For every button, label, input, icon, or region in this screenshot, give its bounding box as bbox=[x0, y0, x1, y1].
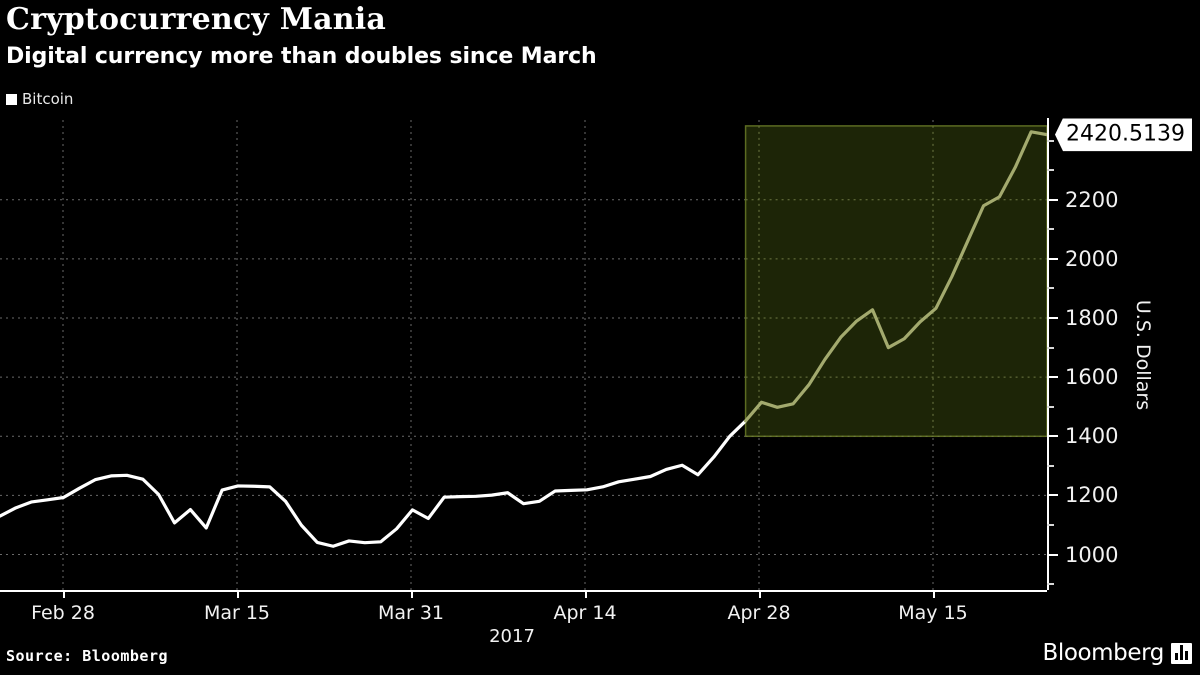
x-axis-title: 2017 bbox=[489, 626, 535, 647]
bloomberg-logo: Bloomberg bbox=[1042, 640, 1192, 666]
y-tick-minor-mark bbox=[1047, 346, 1054, 349]
bloomberg-wordmark: Bloomberg bbox=[1042, 640, 1164, 666]
chart-canvas bbox=[0, 120, 1047, 590]
x-axis-line bbox=[0, 590, 1047, 592]
y-tick-mark bbox=[1047, 435, 1058, 438]
y-axis-title: U.S. Dollars bbox=[1131, 299, 1154, 411]
y-tick-minor-mark bbox=[1047, 139, 1054, 142]
x-tick-mark bbox=[63, 590, 65, 598]
legend-item-bitcoin: Bitcoin bbox=[22, 90, 74, 108]
y-tick-minor-mark bbox=[1047, 169, 1054, 172]
highlight-gridlines bbox=[745, 125, 1047, 437]
x-tick-mark bbox=[237, 590, 239, 598]
x-tick-label: Mar 31 bbox=[377, 602, 445, 624]
y-tick-minor-mark bbox=[1047, 523, 1054, 526]
y-axis: 1000 1200 1400 1600 1800 2000 2200 2420.5139 U… bbox=[1047, 118, 1200, 590]
horizontal-gridlines bbox=[0, 199, 1047, 556]
y-tick-minor-mark bbox=[1047, 287, 1054, 290]
y-tick-minor-mark bbox=[1047, 464, 1054, 467]
y-tick-mark bbox=[1047, 553, 1058, 556]
y-axis-line bbox=[1047, 118, 1049, 590]
last-value-callout: 2420.5139 bbox=[1055, 118, 1192, 152]
x-tick-mark bbox=[411, 590, 413, 598]
x-tick-mark bbox=[759, 590, 761, 598]
y-tick-label: 1400 bbox=[1065, 424, 1119, 449]
page-subtitle: Digital currency more than doubles since… bbox=[6, 44, 597, 69]
y-tick-mark bbox=[1047, 257, 1058, 260]
y-tick-label: 2000 bbox=[1065, 246, 1119, 271]
x-tick-mark bbox=[933, 590, 935, 598]
y-tick-label: 1600 bbox=[1065, 365, 1119, 390]
y-tick-mark bbox=[1047, 317, 1058, 320]
chart-plot-area bbox=[0, 120, 1047, 590]
y-tick-minor-mark bbox=[1047, 228, 1054, 231]
y-tick-label: 1000 bbox=[1065, 542, 1119, 567]
bloomberg-terminal-icon bbox=[1171, 642, 1192, 664]
x-axis: Feb 28 Mar 15 Mar 31 Apr 14 Apr 28 May 15 201… bbox=[0, 590, 1047, 647]
source-note: Source: Bloomberg bbox=[6, 647, 169, 665]
highlight-region bbox=[744, 125, 1047, 438]
x-tick-label: Mar 15 bbox=[203, 602, 271, 624]
square-marker-icon bbox=[6, 93, 17, 105]
x-tick-label: May 15 bbox=[898, 602, 968, 624]
y-tick-mark bbox=[1047, 376, 1058, 379]
bitcoin-series-line bbox=[0, 419, 748, 548]
y-tick-mark bbox=[1047, 198, 1058, 201]
chart-legend: Bitcoin bbox=[6, 90, 73, 108]
y-tick-mark bbox=[1047, 494, 1058, 497]
y-tick-minor-mark bbox=[1047, 405, 1054, 408]
bitcoin-series-line-highlighted bbox=[743, 130, 1047, 423]
x-tick-label: Apr 28 bbox=[727, 602, 791, 624]
page-title: Cryptocurrency Mania bbox=[6, 2, 386, 37]
y-tick-label: 1200 bbox=[1065, 483, 1119, 508]
y-tick-label: 2200 bbox=[1065, 187, 1119, 212]
x-tick-mark bbox=[585, 590, 587, 598]
x-tick-label: Apr 14 bbox=[553, 602, 617, 624]
y-tick-label: 1800 bbox=[1065, 306, 1119, 331]
y-tick-minor-mark bbox=[1047, 583, 1054, 586]
x-tick-label: Feb 28 bbox=[31, 602, 95, 624]
